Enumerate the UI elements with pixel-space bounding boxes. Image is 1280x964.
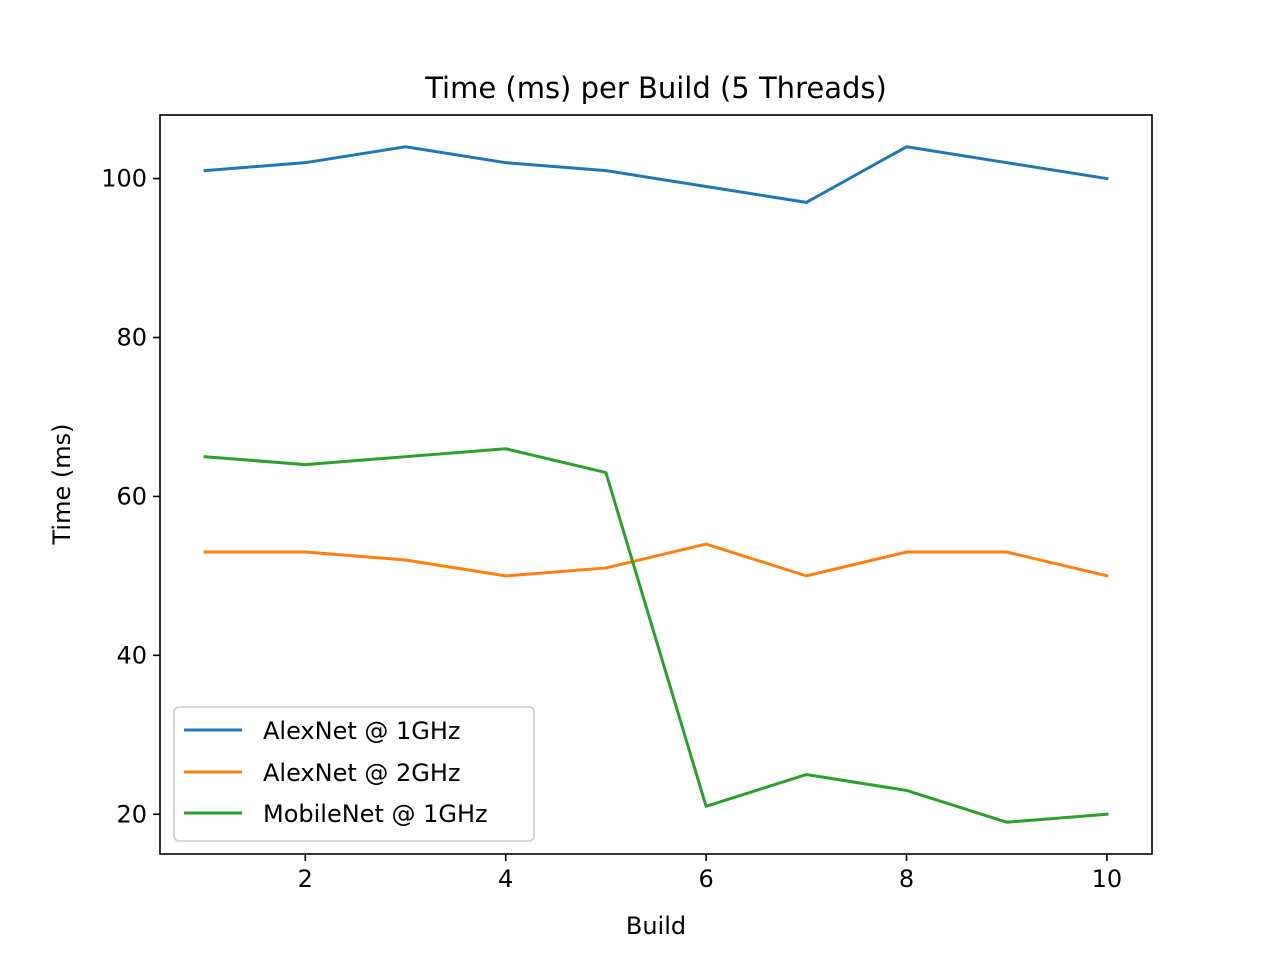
x-tick-label: 6: [698, 865, 713, 893]
series-line-1: [203, 145, 1109, 204]
legend-label-1: AlexNet @ 1GHz: [263, 717, 461, 745]
legend-box: [173, 706, 535, 842]
y-tick-label: 40: [116, 641, 147, 669]
y-axis: 20 40 60 80 100: [101, 165, 160, 828]
chart-title: Time (ms) per Build (5 Threads): [424, 71, 887, 105]
legend: AlexNet @ 1GHz AlexNet @ 2GHz MobileNet @ …: [173, 706, 535, 842]
legend-label-3: MobileNet @ 1GHz: [263, 800, 488, 828]
x-tick-label: 2: [298, 865, 313, 893]
legend-items: AlexNet @ 1GHz AlexNet @ 2GHz MobileNet @ …: [184, 717, 488, 828]
series-line-3: [203, 447, 1109, 824]
legend-label-2: AlexNet @ 2GHz: [263, 759, 461, 787]
x-tick-label: 10: [1092, 865, 1123, 893]
plot-area: [159, 114, 1153, 855]
y-tick-label: 100: [101, 165, 147, 193]
x-tick-label: 8: [899, 865, 914, 893]
x-tick-label: 4: [498, 865, 513, 893]
y-axis-label: Time (ms): [48, 424, 76, 546]
y-tick-label: 80: [116, 323, 147, 351]
plot-frame: [159, 114, 1153, 855]
series-line-2: [203, 542, 1109, 578]
x-axis: 2 4 6 8 10: [298, 854, 1123, 893]
x-axis-label: Build: [626, 912, 686, 940]
y-tick-label: 60: [116, 482, 147, 510]
y-tick-label: 20: [116, 800, 147, 828]
series-layer: [203, 145, 1109, 824]
